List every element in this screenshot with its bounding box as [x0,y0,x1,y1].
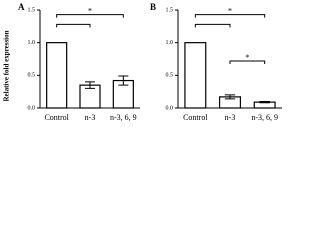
y-tick-label: 1.0 [28,40,36,46]
significance-bracket [56,14,124,18]
y-tick-label: 0.5 [166,73,174,79]
significance-bracket [229,60,266,64]
y-tick-label: 1.0 [166,40,174,46]
error-bar [224,94,236,100]
panel-label: B [150,2,156,12]
y-axis-label: Relative fold expression [3,30,11,101]
y-tick-label: 0.0 [166,105,174,111]
y-tick-label: 0.0 [28,105,36,111]
significance-mark: * [245,53,249,62]
x-tick-label: n-3 [85,113,96,122]
significance-mark: * [88,6,92,15]
bar [184,42,207,109]
error-bar [259,100,270,104]
y-tick-label: 0.5 [28,73,36,79]
y-tick-label: 1.5 [28,7,36,13]
panel-label: A [18,2,25,12]
error-bar [85,81,95,89]
x-tick-label: Control [183,113,208,122]
significance-bracket [194,14,266,18]
error-bar [118,75,129,86]
x-tick-label: n-3 [225,113,236,122]
bar [46,42,68,109]
y-tick-label: 1.5 [166,7,174,13]
x-tick-label: n-3, 6, 9 [251,113,278,122]
significance-bracket [56,23,91,28]
x-tick-label: n-3, 6, 9 [110,113,137,122]
x-tick-label: Control [44,113,69,122]
significance-bracket [194,23,231,28]
figure: Relative fold expression A 0.0 0.5 1.0 1.5 Co… [3,2,282,122]
significance-mark: * [228,6,232,15]
